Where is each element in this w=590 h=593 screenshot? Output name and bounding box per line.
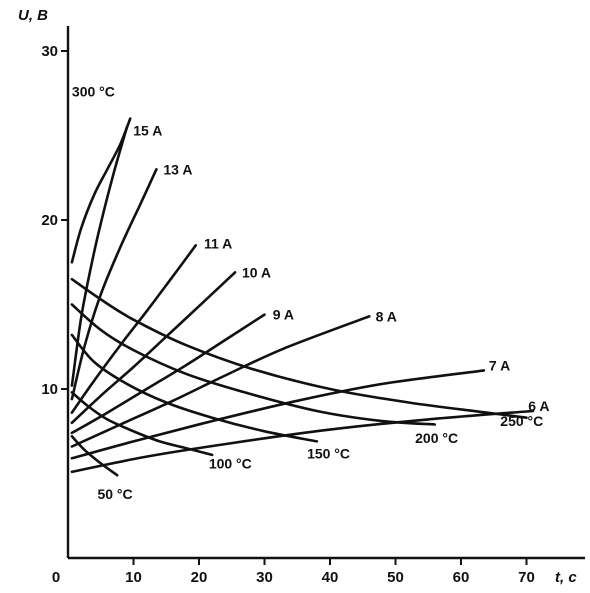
temperature-label: 100 °C bbox=[209, 455, 252, 471]
x-tick-label: 30 bbox=[256, 569, 273, 586]
x-tick-label: 20 bbox=[191, 569, 208, 586]
temperature-label: 150 °C bbox=[307, 445, 350, 461]
y-axis-title: U, B bbox=[18, 7, 48, 24]
x-tick-label: 10 bbox=[125, 569, 142, 586]
temperature-curve-100c bbox=[70, 391, 214, 457]
current-curve-11a bbox=[70, 244, 197, 414]
temperature-label: 250 °C bbox=[500, 413, 543, 429]
temperature-label: 300 °C bbox=[72, 84, 115, 100]
x-tick-label: 40 bbox=[322, 569, 339, 586]
current-label: 15 A bbox=[133, 122, 162, 138]
temperature-curve-250c bbox=[70, 277, 528, 419]
y-tick-label: 10 bbox=[41, 381, 58, 398]
x-tick-label: 50 bbox=[387, 569, 404, 586]
x-tick-label: 70 bbox=[518, 569, 535, 586]
current-label: 8 A bbox=[376, 308, 397, 324]
temperature-curve-150c bbox=[70, 333, 319, 443]
x-tick-label: 0 bbox=[52, 569, 60, 586]
current-curve-10a bbox=[70, 271, 237, 425]
ticks-layer: 0 10 20 30 40 50 60 70 10 20 30 bbox=[41, 43, 535, 586]
current-curve-7a bbox=[70, 369, 486, 460]
x-tick-label: 60 bbox=[453, 569, 470, 586]
temperature-curve-200c bbox=[70, 303, 437, 426]
current-label: 10 A bbox=[242, 264, 271, 280]
y-tick-label: 30 bbox=[41, 43, 58, 60]
temperature-curve-50c bbox=[70, 435, 119, 477]
curves-layer bbox=[70, 117, 535, 477]
current-curve-13a bbox=[70, 168, 158, 401]
current-label: 13 A bbox=[163, 161, 192, 177]
current-curve-6a bbox=[70, 409, 535, 474]
current-curve-9a bbox=[70, 313, 266, 435]
temperature-label: 50 °C bbox=[97, 486, 132, 502]
current-label: 11 A bbox=[204, 236, 232, 252]
temperature-label: 200 °C bbox=[415, 430, 458, 446]
current-label: 6 A bbox=[528, 398, 549, 414]
x-axis-title: t, c bbox=[555, 569, 577, 586]
y-tick-label: 20 bbox=[41, 212, 58, 229]
current-label: 9 A bbox=[273, 307, 294, 323]
labels-layer: 15 A 13 A 11 A 10 A 9 A 8 A 7 A 6 A 300 °C 50 °C 1… bbox=[72, 84, 550, 502]
temperature-curve-300c bbox=[70, 117, 132, 264]
current-curve-15a bbox=[70, 125, 129, 387]
current-label: 7 A bbox=[489, 357, 510, 373]
